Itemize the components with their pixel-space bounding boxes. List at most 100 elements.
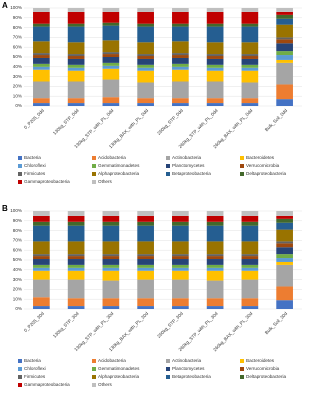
bar-segment: [137, 279, 154, 299]
legend-label: Gammaproteobacteria: [24, 179, 70, 184]
bar-segment: [276, 8, 293, 12]
bar-segment: [67, 23, 85, 27]
legend-label: Actinobacteria: [172, 155, 202, 160]
bar-segment: [206, 270, 224, 281]
bar-segment: [137, 215, 154, 222]
bar-segment: [206, 256, 224, 260]
bar-segment: [102, 264, 120, 268]
bar-segment: [206, 70, 224, 82]
bar-segment: [102, 298, 120, 307]
legend-label: Chloroflexi: [24, 163, 46, 168]
bar-segment: [67, 81, 85, 99]
x-tick-label: Bulk_Soil_30d: [264, 311, 289, 336]
bar-segment: [241, 221, 259, 226]
bar-segment: [67, 98, 85, 104]
bar-segment: [33, 57, 50, 64]
bar-segment: [172, 55, 189, 58]
bar-segment: [33, 103, 50, 106]
bar-segment: [67, 254, 85, 257]
legend-label: Gemmatimonadetes: [98, 366, 140, 371]
bar-segment: [241, 56, 259, 59]
bar-segment: [172, 241, 189, 255]
bar-segment: [137, 225, 154, 242]
bar-segment: [206, 26, 224, 43]
bar-segment: [102, 25, 120, 41]
bar-segment: [33, 98, 50, 104]
bar-segment: [137, 11, 154, 24]
legend-swatch: [166, 156, 170, 160]
bar-segment: [241, 70, 259, 83]
y-tick-label: 80%: [13, 25, 22, 30]
bar-segment: [33, 267, 50, 271]
bar-segment: [172, 264, 189, 268]
bar-segment: [33, 81, 50, 99]
bar-segment: [102, 254, 120, 257]
x-tick-label: 260kg_STP_30d: [156, 311, 184, 339]
bar-segment: [172, 53, 189, 56]
panel-label: B: [2, 204, 8, 213]
bar-segment: [276, 51, 293, 56]
bar-segment: [67, 298, 85, 307]
legend-swatch: [240, 375, 244, 379]
legend-swatch: [92, 156, 96, 160]
bar-segment: [241, 254, 259, 257]
bar-segment: [206, 221, 224, 226]
bar-segment: [206, 103, 224, 106]
bar-segment: [172, 66, 189, 70]
bar-segment: [241, 267, 259, 271]
x-tick-label: 130kg_STP_0dd: [52, 108, 80, 136]
bar-segment: [67, 103, 85, 106]
bar-segment: [241, 264, 259, 268]
bar-segment: [241, 225, 259, 242]
bar-segment: [276, 286, 293, 301]
bar-segment: [276, 218, 293, 223]
bar-segment: [33, 306, 50, 309]
legend-swatch: [166, 359, 170, 363]
legend-label: Others: [98, 179, 112, 184]
bar-segment: [102, 225, 120, 242]
bar-segment: [137, 23, 154, 27]
bar-segment: [172, 103, 189, 106]
y-tick-label: 30%: [13, 74, 22, 79]
bar-segment: [172, 8, 189, 12]
bar-segment: [172, 211, 189, 216]
bar-segment: [137, 58, 154, 65]
y-tick-label: 40%: [13, 267, 22, 272]
bar-segment: [172, 267, 189, 271]
bar-segment: [172, 41, 189, 54]
bar-segment: [137, 64, 154, 68]
bar-segment: [276, 39, 293, 44]
bar-segment: [276, 229, 293, 242]
bar-segment: [67, 11, 85, 24]
bar-segment: [33, 53, 50, 56]
legend-swatch: [18, 367, 22, 371]
x-tick-label: 130kg_STP_with_PL_30d: [73, 311, 114, 352]
y-tick-label: 0%: [15, 306, 22, 311]
bar-segment: [67, 64, 85, 68]
bar-segment: [67, 56, 85, 59]
bar-segment: [102, 256, 120, 260]
bar-segment: [241, 306, 259, 309]
bar-segment: [102, 65, 120, 69]
y-tick-label: 10%: [13, 296, 22, 301]
bar-segment: [33, 264, 50, 268]
y-tick-label: 10%: [13, 93, 22, 98]
bar-segment: [206, 42, 224, 55]
bar-segment: [102, 306, 120, 309]
bar-segment: [241, 8, 259, 12]
bar-segment: [102, 22, 120, 26]
bar-segment: [137, 254, 154, 257]
bar-segment: [241, 11, 259, 24]
legend-swatch: [166, 375, 170, 379]
bar-segment: [172, 26, 189, 42]
legend-label: Planctomycetes: [172, 366, 205, 371]
y-tick-label: 70%: [13, 35, 22, 40]
bar-segment: [172, 63, 189, 67]
bar-segment: [102, 221, 120, 226]
bar-segment: [137, 70, 154, 83]
bar-segment: [241, 259, 259, 265]
bar-segment: [172, 81, 189, 99]
bar-segment: [102, 8, 120, 12]
bar-segment: [206, 280, 224, 299]
legend-swatch: [18, 180, 22, 184]
